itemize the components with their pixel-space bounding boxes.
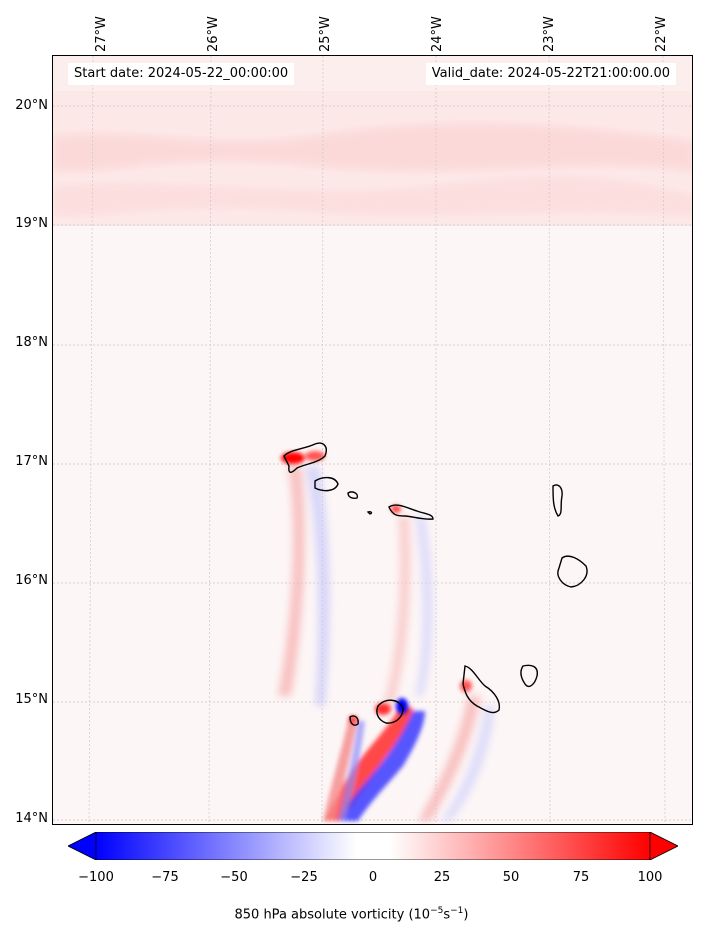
colorbar-extend-min [67, 831, 97, 861]
island-santa-luzia [347, 491, 359, 499]
island-santo-antao [283, 442, 327, 473]
island-sao-nicolau [388, 504, 434, 520]
lat-label-16n: 16°N [15, 573, 48, 588]
island-branco [366, 511, 373, 515]
colorbar-body [95, 831, 651, 861]
vorticity-plume-sao-nicolau [383, 516, 433, 706]
north-streaks [53, 123, 692, 216]
colorbar-tick-label: −100 [78, 870, 114, 885]
colorbar-tick-label: 25 [433, 870, 451, 885]
map-canvas [53, 56, 692, 824]
island-maio [520, 664, 538, 688]
colorbar-title: 850 hPa absolute vorticity (10−5s−1) [234, 906, 469, 923]
lat-label-14n: 14°N [15, 811, 48, 826]
colorbar-tick-label: −25 [290, 870, 318, 885]
lon-label-23w: 23°W [542, 16, 557, 52]
lon-label-27w: 27°W [94, 16, 109, 52]
colorbar-tick-label: −75 [151, 870, 179, 885]
colorbar [67, 831, 679, 864]
vorticity-hotspots [281, 451, 472, 724]
island-santiago [462, 665, 501, 714]
colorbar-extend-max [649, 831, 679, 861]
island-fogo [376, 699, 404, 724]
island-sao-vicente [314, 476, 339, 492]
lon-label-22w: 22°W [654, 16, 669, 52]
graticule [53, 56, 692, 824]
vorticity-plume-santiago [418, 696, 495, 821]
island-brava [349, 715, 359, 726]
colorbar-tick-label: −50 [220, 870, 248, 885]
lon-label-26w: 26°W [206, 16, 221, 52]
lon-label-24w: 24°W [430, 16, 445, 52]
vorticity-plume-santo-antao [278, 466, 330, 706]
coastlines [283, 442, 588, 726]
colorbar-tick-label: 100 [637, 870, 663, 885]
island-boa-vista [557, 555, 588, 588]
colorbar-tick-label: 75 [572, 870, 590, 885]
island-sal [552, 484, 563, 517]
colorbar-tick-label: 0 [368, 870, 378, 885]
lon-label-25w: 25°W [318, 16, 333, 52]
colorbar-tick-label: 50 [502, 870, 520, 885]
vorticity-plume-fogo [323, 706, 425, 821]
lat-label-17n: 17°N [15, 454, 48, 469]
lat-label-18n: 18°N [15, 335, 48, 350]
lat-label-20n: 20°N [15, 98, 48, 113]
lat-label-15n: 15°N [15, 692, 48, 707]
lat-label-19n: 19°N [15, 216, 48, 231]
valid-date-label: Valid_date: 2024-05-22T21:00:00.00 [425, 63, 676, 85]
vorticity-map [52, 55, 693, 825]
start-date-label: Start date: 2024-05-22_00:00:00 [68, 63, 295, 85]
